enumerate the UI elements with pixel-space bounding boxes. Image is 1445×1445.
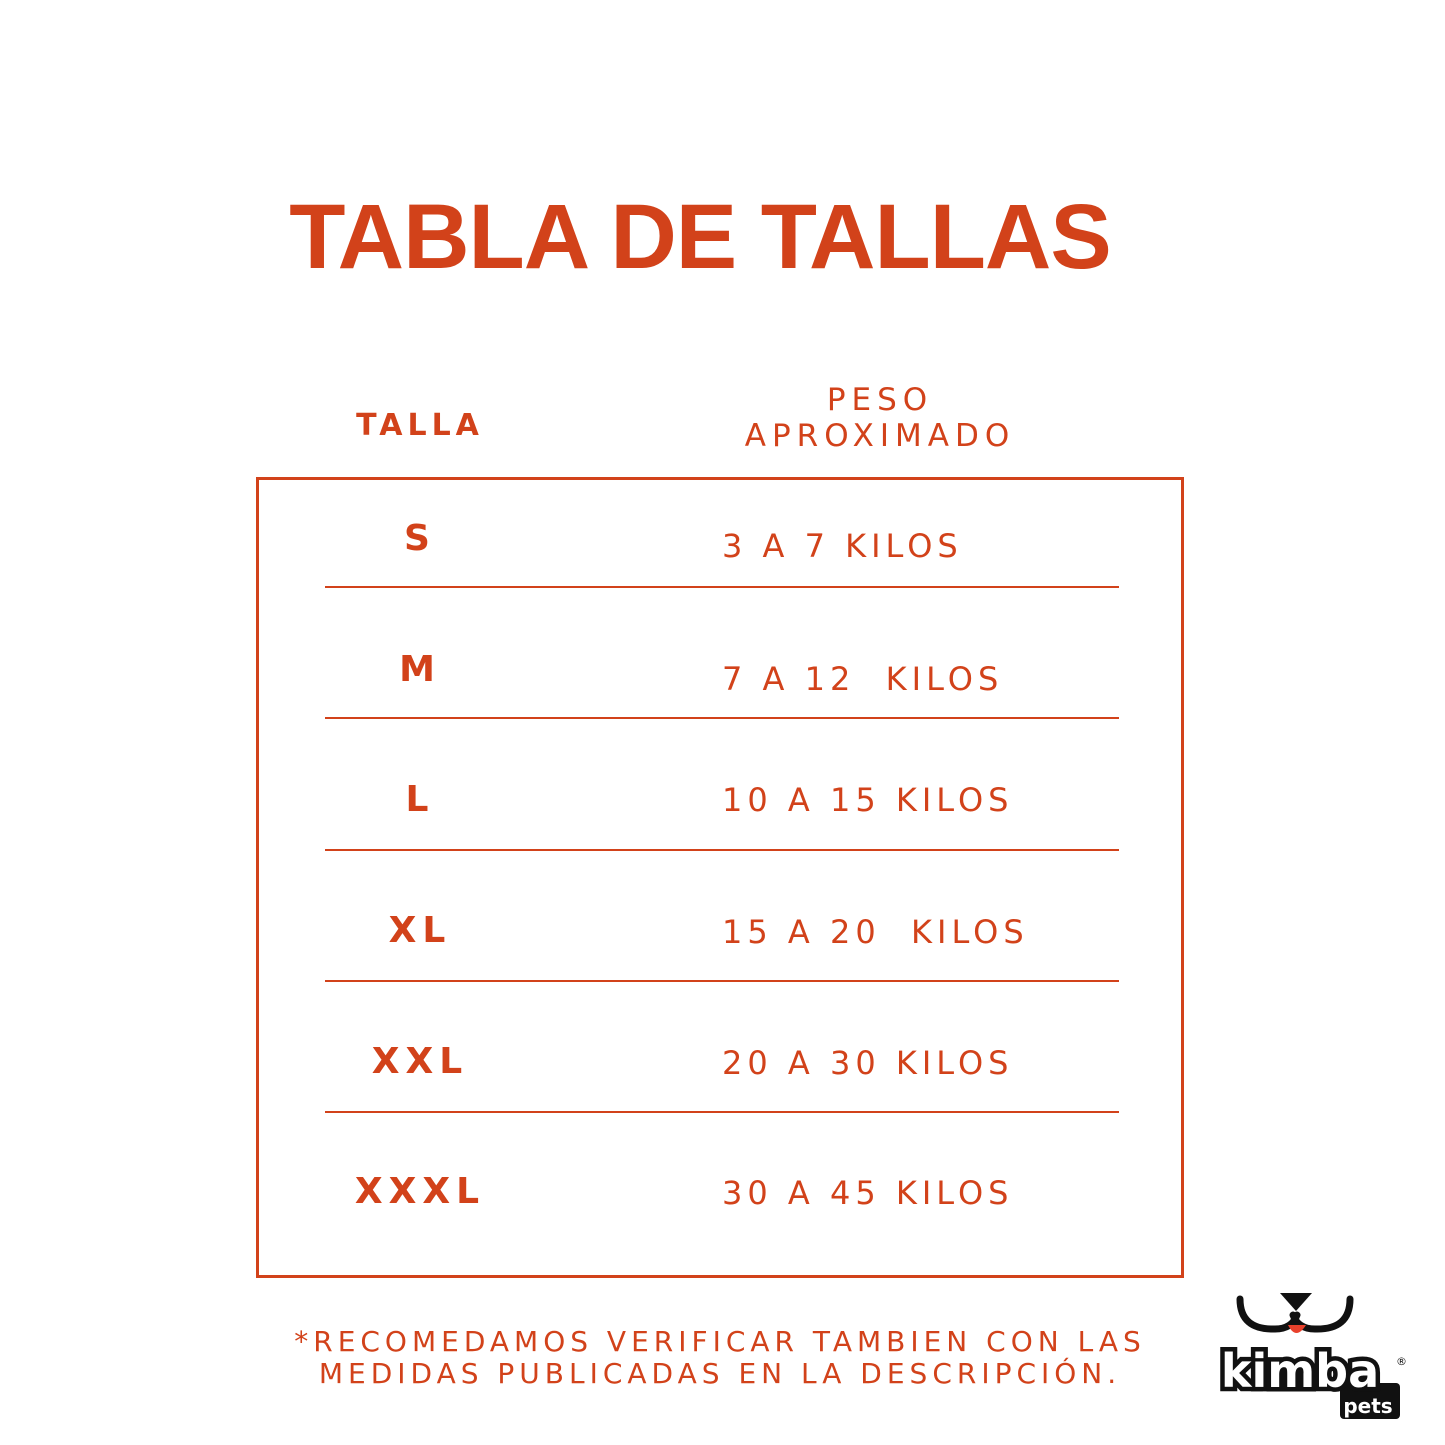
footnote-line1: *RECOMEDAMOS VERIFICAR TAMBIEN CON LAS xyxy=(294,1325,1146,1358)
row-divider xyxy=(325,849,1119,851)
weight-cell: 20 A 30 KILOS xyxy=(722,1044,1014,1082)
row-divider xyxy=(325,586,1119,588)
kimba-pets-logo: kimba pets ® xyxy=(1200,1285,1410,1425)
size-cell: XXXL xyxy=(354,1171,486,1212)
logo-sub: pets xyxy=(1343,1394,1392,1418)
footnote-line2: MEDIDAS PUBLICADAS EN LA DESCRIPCIÓN. xyxy=(318,1357,1122,1390)
weight-cell: 10 A 15 KILOS xyxy=(722,781,1014,819)
size-cell: S xyxy=(404,518,436,559)
column-header-weight: PESO APROXIMADO xyxy=(680,382,1080,454)
row-divider xyxy=(325,980,1119,982)
size-cell: XL xyxy=(388,910,452,951)
size-cell: XXL xyxy=(371,1041,469,1082)
footnote: *RECOMEDAMOS VERIFICAR TAMBIEN CON LAS M… xyxy=(240,1326,1200,1390)
size-cell: L xyxy=(405,779,435,820)
column-header-weight-line1: PESO xyxy=(826,382,934,418)
weight-cell: 15 A 20 KILOS xyxy=(722,913,1029,951)
column-header-weight-line2: APROXIMADO xyxy=(744,418,1016,454)
weight-cell: 30 A 45 KILOS xyxy=(722,1174,1014,1212)
row-divider xyxy=(325,1111,1119,1113)
page-title: TABLA DE TALLAS xyxy=(289,186,1111,288)
weight-cell: 3 A 7 KILOS xyxy=(722,527,963,565)
row-divider xyxy=(325,717,1119,719)
logo-registered-mark: ® xyxy=(1396,1355,1407,1368)
weight-cell: 7 A 12 KILOS xyxy=(722,660,1004,698)
size-table-border xyxy=(256,477,1184,1278)
size-cell: M xyxy=(399,649,441,690)
column-header-size: TALLA xyxy=(356,408,484,443)
dog-face-icon: kimba pets ® xyxy=(1216,1293,1407,1419)
logo-brand: kimba xyxy=(1221,1344,1379,1398)
